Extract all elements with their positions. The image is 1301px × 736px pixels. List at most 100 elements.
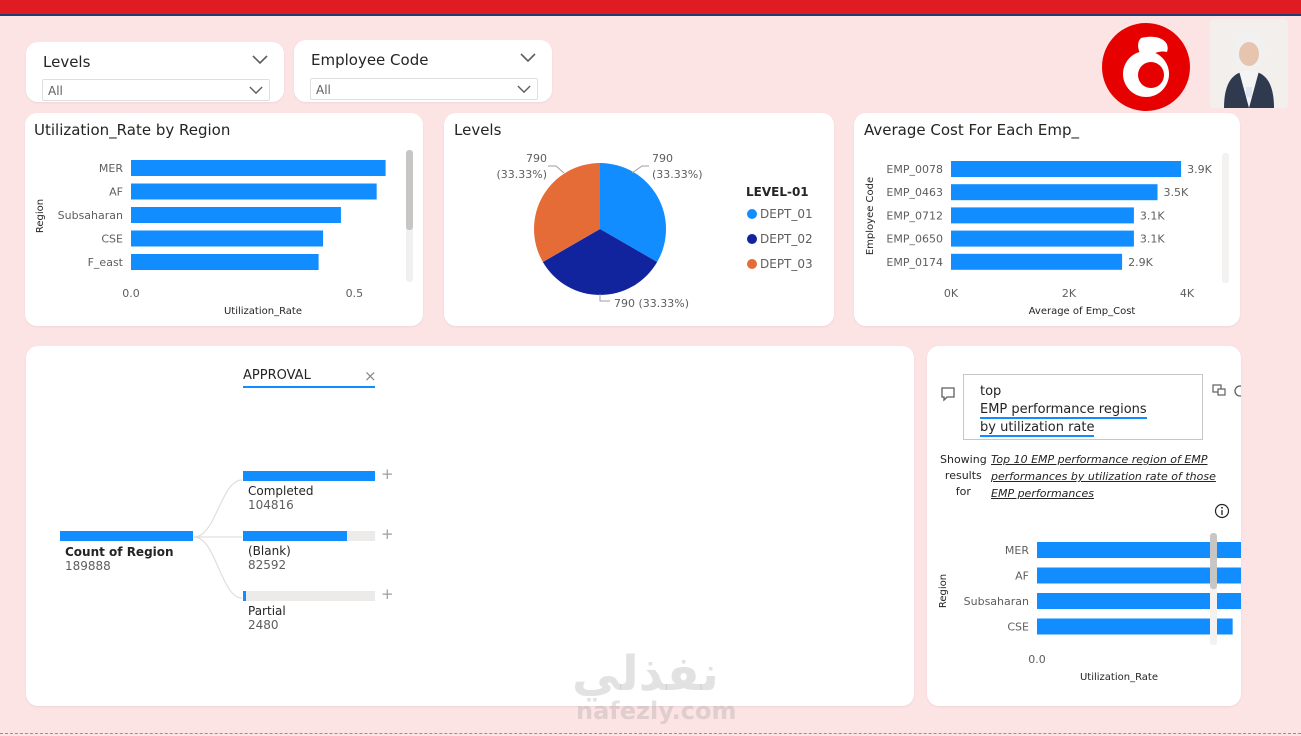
comment-icon[interactable] [940, 386, 956, 402]
child-node-value: 82592 [248, 558, 287, 572]
info-icon[interactable] [1214, 503, 1230, 519]
bar [1037, 618, 1233, 635]
bar [131, 207, 341, 223]
vodafone-logo-icon [1102, 23, 1190, 111]
scrollbar[interactable] [1210, 533, 1217, 645]
child-node-value: 2480 [248, 618, 279, 632]
close-icon[interactable]: × [364, 367, 377, 385]
legend-item: DEPT_02 [760, 232, 813, 246]
x-tick-label: 2K [1062, 287, 1077, 300]
scrollbar-thumb[interactable] [1210, 533, 1217, 589]
utilization-bar-chart: MER AF Subsaharan CSE F_east 0.0 0.5 Utilizatio… [35, 160, 386, 317]
slicer-title: Employee Code [311, 51, 429, 69]
bar [131, 160, 386, 176]
chevron-down-icon[interactable] [252, 55, 268, 65]
bar [131, 183, 377, 200]
child-node-bar[interactable] [243, 591, 246, 601]
pie-slice [600, 163, 666, 262]
qa-restatement[interactable]: Top 10 EMP performance region of EMP per… [991, 451, 1216, 502]
slicer-dropdown[interactable]: All [310, 78, 538, 100]
approval-label: APPROVAL [243, 368, 311, 383]
gear-icon[interactable] [1233, 383, 1241, 399]
bar [1037, 567, 1241, 584]
tree-connectors [193, 479, 243, 599]
data-label: 3.1K [1140, 233, 1165, 246]
bar [131, 254, 319, 270]
bar [951, 230, 1134, 247]
chevron-down-icon[interactable] [520, 53, 536, 63]
y-tick-label: EMP_0174 [886, 256, 943, 269]
showing-results-label: Showing results for [940, 452, 987, 500]
child-node-label: Completed [248, 484, 314, 498]
x-tick-label: 0.0 [1028, 653, 1046, 666]
decomposition-tree[interactable]: APPROVAL × Count of Region 189888 + Compl… [26, 346, 914, 706]
data-label: 3.5K [1164, 186, 1189, 199]
data-label: 2.9K [1128, 256, 1153, 269]
restatement-line: performances by utilization rate of thos… [991, 470, 1216, 483]
y-axis-title: Region [35, 199, 46, 233]
legend-title: LEVEL-01 [746, 185, 809, 199]
employee-code-slicer[interactable]: Employee Code All [294, 40, 552, 102]
slicer-dropdown[interactable]: All [42, 79, 270, 101]
average-cost-chart[interactable]: Average Cost For Each Emp_ EMP_0078 3.9K E… [854, 113, 1240, 326]
child-node-bar[interactable] [243, 471, 375, 481]
root-node-bar[interactable] [60, 531, 193, 541]
expand-plus-icon[interactable]: + [381, 525, 394, 543]
watermark-latin: nafezly.com [576, 697, 737, 725]
scrollbar[interactable] [406, 150, 413, 282]
chevron-down-icon [517, 85, 531, 94]
cost-bar-chart: EMP_0078 3.9K EMP_0463 3.5K EMP_0712 3.1K EMP_… [865, 161, 1213, 317]
restatement-line: Top 10 EMP performance region of EMP [991, 453, 1208, 466]
qa-question-input[interactable]: top EMP performance regions by utilizati… [963, 374, 1203, 440]
convert-to-visual-icon[interactable] [1211, 382, 1227, 398]
bar [951, 184, 1158, 201]
data-label: (33.33%) [652, 168, 703, 181]
scrollbar[interactable] [1222, 153, 1229, 283]
child-node-label: (Blank) [248, 544, 291, 558]
chart-title: Levels [454, 121, 502, 139]
scrollbar-thumb[interactable] [406, 150, 413, 230]
utilization-by-region-chart[interactable]: Utilization_Rate by Region MER AF Subsahar… [25, 113, 423, 326]
bar [951, 253, 1123, 270]
levels-slicer[interactable]: Levels All [26, 42, 284, 102]
x-axis-title: Utilization_Rate [224, 306, 302, 317]
qa-question-line: top [980, 384, 1002, 399]
qa-bar-chart: MERAFSubsaharanCSE0.00.5Utilization_Rate… [938, 542, 1241, 683]
y-tick-label: CSE [1007, 621, 1029, 634]
expand-plus-icon[interactable]: + [381, 465, 394, 483]
child-node-value: 104816 [248, 498, 294, 512]
x-axis-title: Average of Emp_Cost [1029, 306, 1136, 317]
legend-marker [747, 234, 757, 244]
chart-title: Utilization_Rate by Region [34, 121, 231, 139]
legend-item: DEPT_03 [760, 257, 813, 271]
levels-pie-chart[interactable]: Levels 790 (33.33%) 790 (33.33%) 790 (33.33%… [444, 113, 834, 326]
root-node-value: 189888 [65, 559, 111, 573]
x-tick-label: 0K [944, 287, 959, 300]
showing-word: Showing [940, 453, 987, 466]
y-tick-label: Subsaharan [964, 595, 1029, 608]
page-bottom-divider [0, 733, 1301, 735]
expand-plus-icon[interactable]: + [381, 585, 394, 603]
user-photo-avatar-icon [1210, 19, 1288, 108]
y-tick-label: MER [99, 162, 123, 175]
watermark-arabic: نفذلي [572, 646, 719, 702]
qa-visual[interactable]: top EMP performance regions by utilizati… [927, 346, 1241, 706]
y-tick-label: Subsaharan [58, 209, 123, 222]
leader-line [548, 165, 565, 174]
approval-field-header[interactable]: APPROVAL × [243, 367, 377, 388]
child-node-bar[interactable] [243, 531, 348, 541]
pie-slice [534, 163, 600, 262]
bar [1037, 542, 1241, 558]
y-tick-label: EMP_0463 [886, 186, 943, 199]
data-label: 790 [526, 152, 547, 165]
watermark: نفذلي nafezly.com [572, 650, 736, 724]
y-tick-label: CSE [101, 233, 123, 246]
y-axis-title: Region [938, 574, 949, 608]
y-tick-label: EMP_0078 [886, 163, 943, 176]
x-tick-label: 4K [1180, 287, 1195, 300]
y-axis-title: Employee Code [865, 177, 876, 255]
legend-marker [747, 259, 757, 269]
child-node-track[interactable] [243, 591, 375, 601]
data-label: 3.9K [1187, 163, 1212, 176]
data-label: 790 (33.33%) [614, 297, 689, 310]
